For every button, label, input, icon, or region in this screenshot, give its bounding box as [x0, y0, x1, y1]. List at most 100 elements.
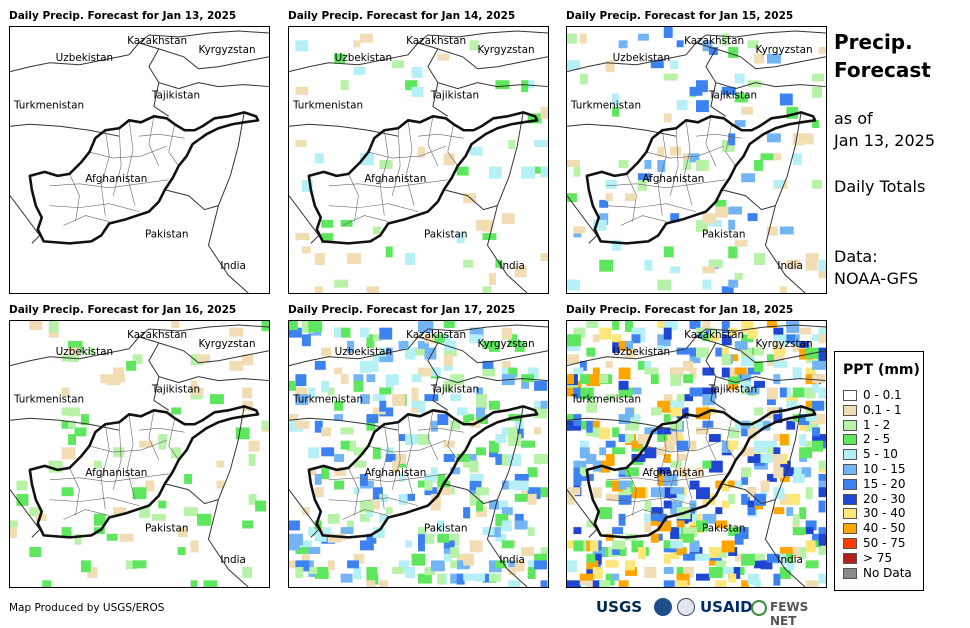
precip-cell [612, 93, 620, 106]
precip-cell [301, 321, 314, 333]
precip-cell [385, 454, 396, 462]
precip-cell [592, 487, 602, 499]
precip-cell [501, 427, 511, 437]
precip-cell [689, 367, 697, 379]
precip-cell [618, 367, 631, 380]
precip-cell [812, 380, 820, 393]
asof-line1: as of [834, 109, 873, 128]
province-border [126, 120, 136, 206]
precip-cell [799, 447, 813, 459]
precip-cell [534, 553, 548, 565]
precip-cell [637, 179, 647, 191]
precip-cell [818, 334, 826, 344]
precip-cell [618, 547, 627, 557]
precip-cell [773, 334, 787, 347]
province-border [447, 418, 458, 461]
precip-cell [766, 447, 775, 455]
country-border [153, 376, 170, 411]
country-label-uzbekistan: Uzbekistan [56, 52, 113, 64]
precip-cell [663, 73, 678, 81]
province-border [49, 473, 169, 483]
precip-cell [618, 493, 632, 505]
precip-cell [734, 239, 748, 247]
legend-swatch [843, 538, 857, 549]
precip-cell [392, 567, 405, 574]
precip-cell [514, 560, 525, 572]
precip-cell [314, 567, 329, 579]
country-border [289, 30, 548, 73]
precip-cell [721, 347, 729, 359]
precip-cell [599, 327, 612, 340]
precip-cell [612, 573, 620, 581]
precip-cell [456, 454, 470, 462]
country-border [710, 82, 727, 117]
precip-cell [715, 520, 728, 529]
country-label-uzbekistan: Uzbekistan [335, 52, 392, 64]
precip-cell [340, 374, 349, 385]
precip-cell [197, 354, 210, 364]
precip-cell [773, 573, 781, 586]
legend-swatch [843, 419, 857, 431]
country-label-turkmenistan: Turkmenistan [570, 99, 641, 111]
precip-cell [359, 513, 370, 522]
precip-cell [696, 80, 708, 93]
country-label-pakistan: Pakistan [145, 228, 189, 240]
precip-cell [696, 160, 709, 171]
precip-cell [521, 80, 529, 93]
precip-cell [443, 547, 454, 556]
precip-cell [592, 547, 605, 558]
precip-cell [366, 533, 377, 544]
precip-cell [359, 33, 373, 43]
precip-cell [728, 573, 737, 583]
precip-cell [734, 273, 743, 280]
province-border [69, 467, 80, 516]
precip-cell [385, 507, 393, 515]
precip-cell [612, 427, 620, 438]
province-border [695, 133, 742, 139]
precip-cell [521, 440, 536, 448]
precip-cell [469, 460, 479, 473]
province-border [168, 124, 179, 167]
precip-cell [766, 454, 779, 462]
precip-cell [728, 327, 738, 336]
country-label-uzbekistan: Uzbekistan [613, 346, 670, 358]
precip-cell [10, 527, 17, 539]
legend-label: 40 - 50 [863, 521, 906, 536]
precip-cell [443, 347, 457, 357]
province-border [725, 124, 736, 167]
precip-cell [663, 473, 678, 486]
precip-cell [786, 560, 795, 571]
precip-cell [379, 354, 394, 363]
precip-cell [295, 233, 310, 241]
precip-cell [773, 487, 785, 500]
precip-cell [715, 507, 723, 515]
precip-cell [359, 153, 374, 166]
precip-cell [359, 473, 368, 486]
precip-cell [702, 387, 717, 399]
precip-cell [728, 206, 743, 215]
precip-cell [534, 560, 548, 570]
precip-cell [334, 327, 342, 338]
precip-cell [586, 374, 601, 387]
precip-cell [48, 321, 59, 333]
precip-cell [812, 73, 825, 82]
precip-cell [670, 547, 680, 559]
precip-cell [450, 560, 458, 569]
province-border [168, 418, 179, 461]
country-border [427, 48, 548, 90]
precip-cell [42, 580, 52, 587]
precip-cell [612, 540, 626, 550]
precip-cell [650, 60, 664, 69]
province-border [606, 473, 726, 483]
precip-cell [411, 374, 422, 383]
legend-item: 0.1 - 1 [843, 403, 902, 417]
precip-cell [747, 573, 760, 585]
precip-cell [676, 520, 685, 528]
precip-cell [488, 440, 499, 453]
precip-cell [508, 580, 521, 587]
precip-cell [637, 33, 649, 41]
precip-cell [334, 367, 343, 375]
precip-cell [663, 440, 675, 452]
precip-cell [676, 467, 691, 478]
legend-item: > 75 [843, 551, 892, 565]
